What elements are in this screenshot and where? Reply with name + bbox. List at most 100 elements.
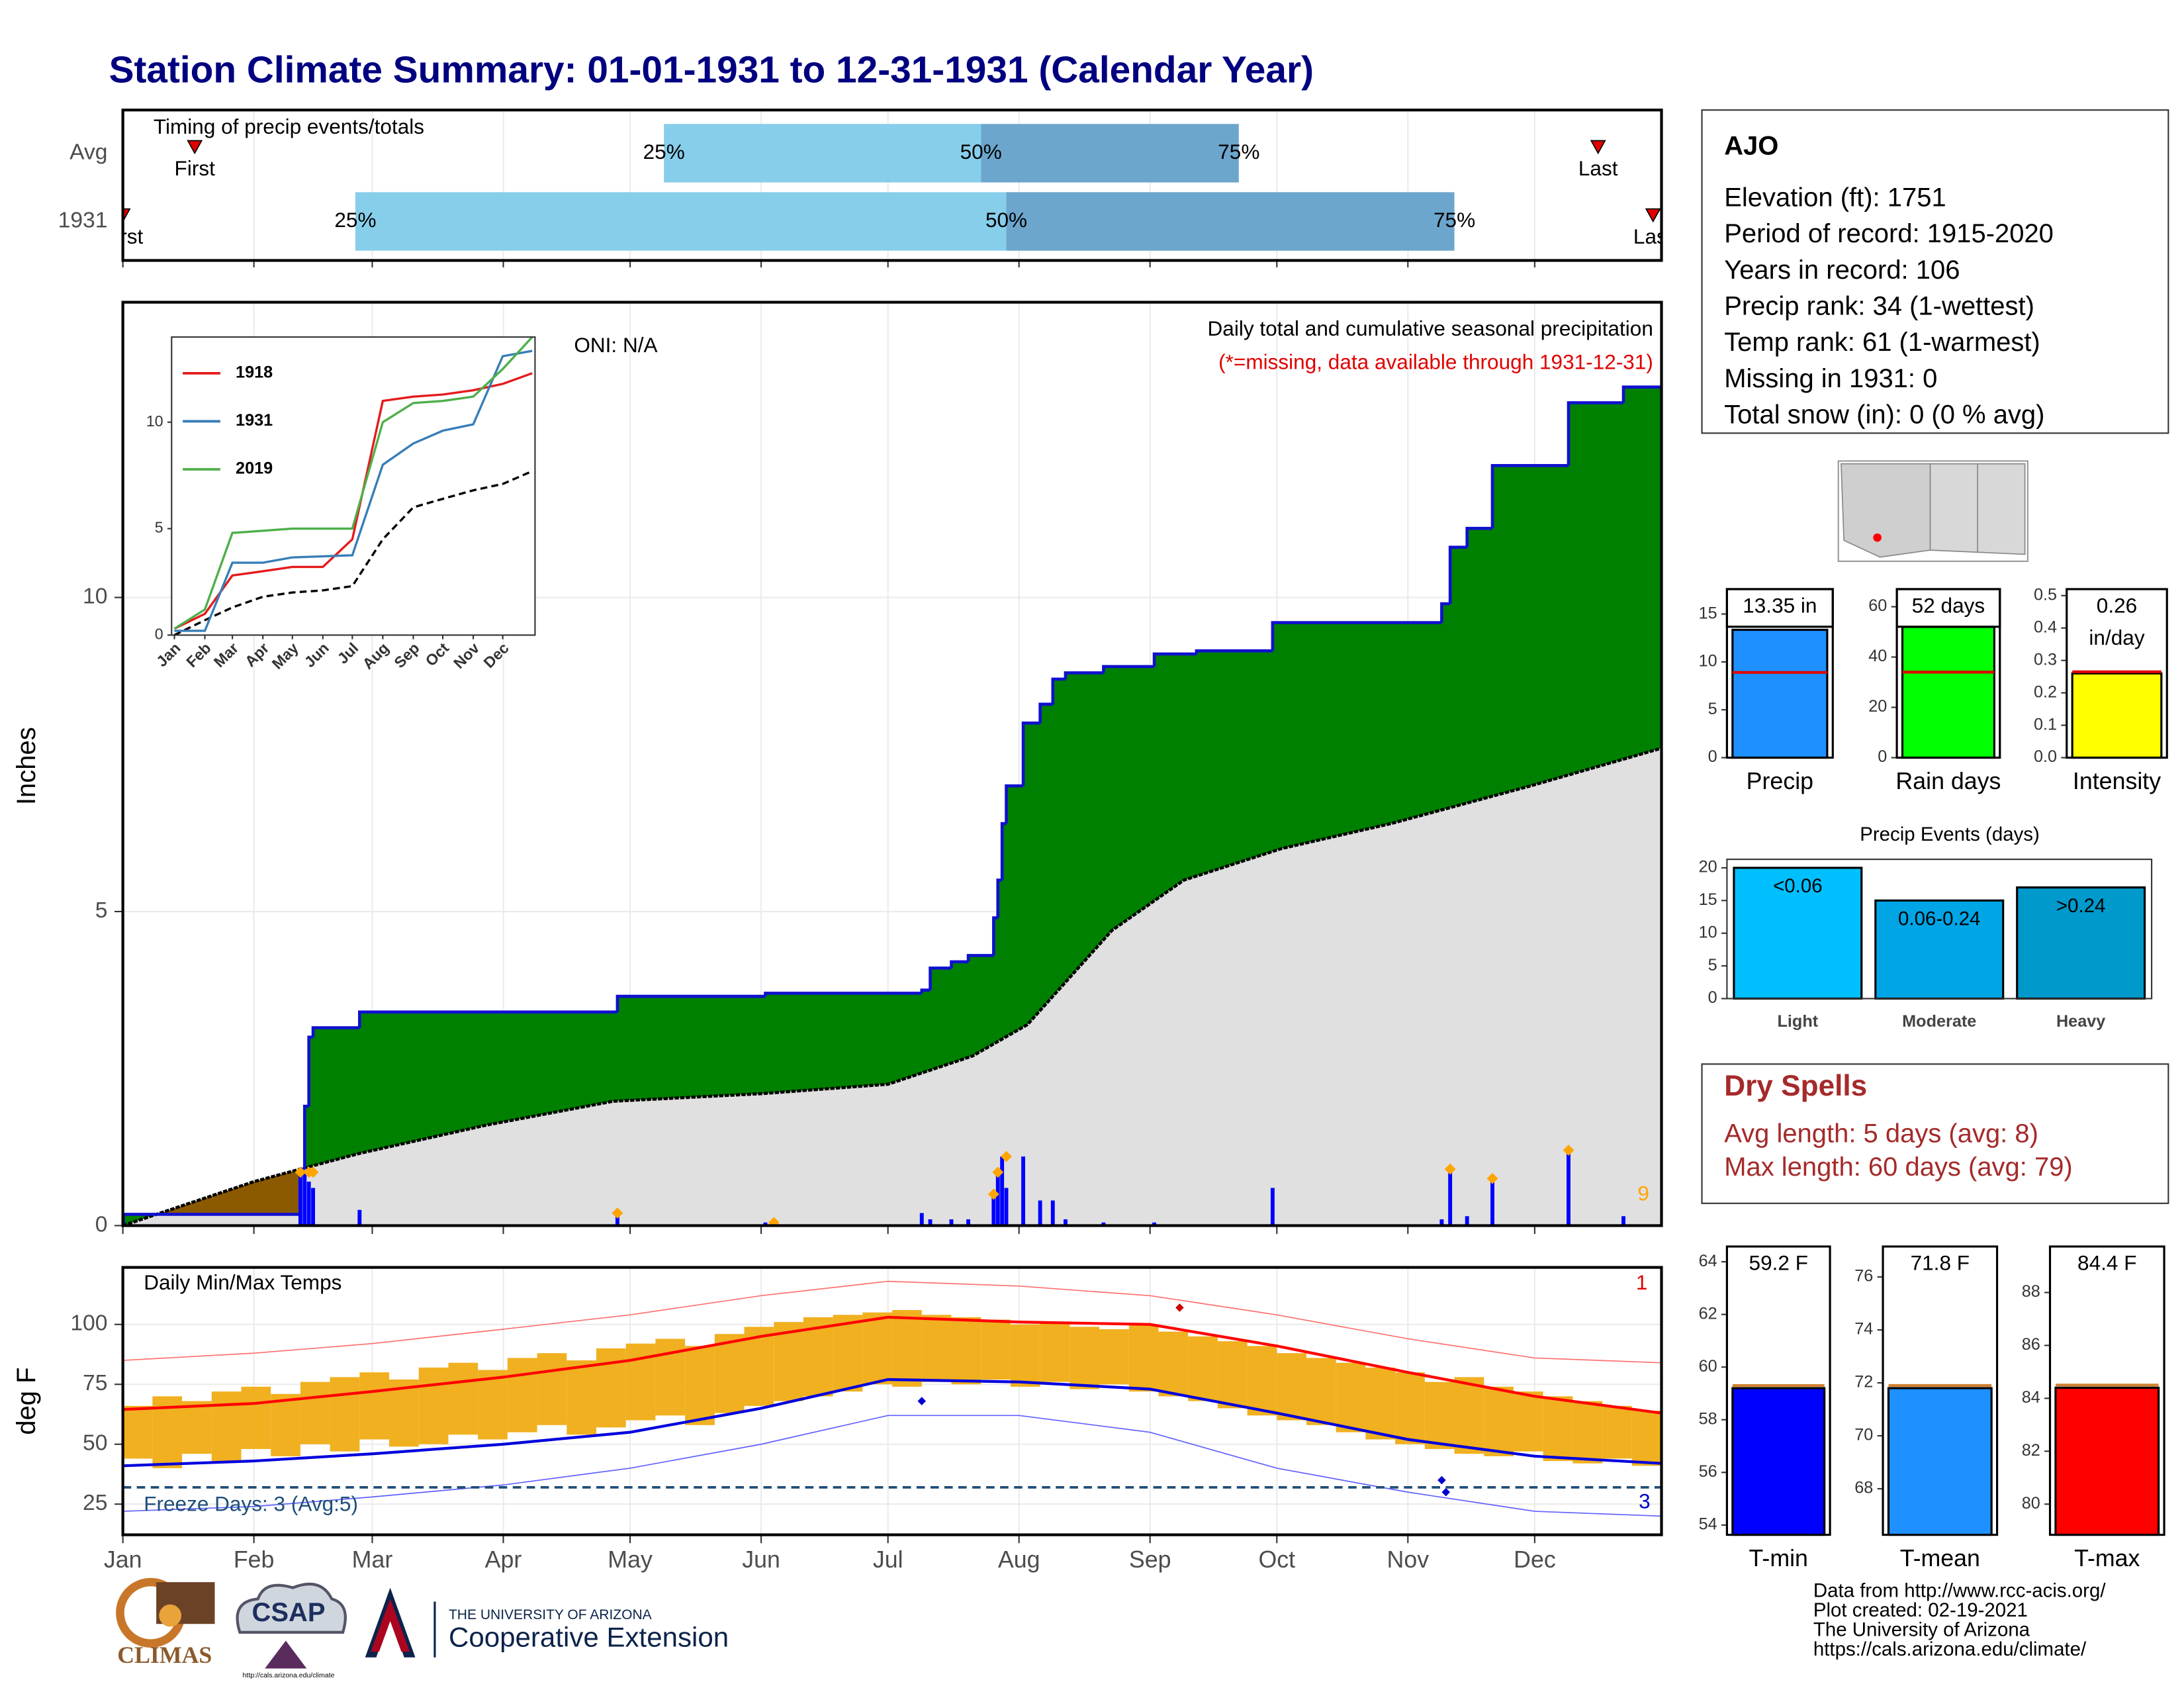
record-marker — [1441, 1487, 1451, 1497]
top-event-marker — [1563, 1145, 1574, 1156]
inset-background — [171, 337, 535, 635]
temp-range-bar — [892, 1310, 922, 1387]
daily-precip-bar — [949, 1219, 954, 1226]
inset-y-tick-label: 5 — [155, 519, 163, 536]
y-tick-label: 0.5 — [2034, 585, 2057, 604]
cumulative-step — [996, 878, 1003, 918]
temp-title: Daily Min/Max Temps — [144, 1270, 341, 1294]
y-tick-label: 56 — [1699, 1462, 1717, 1481]
x-tick-label: Dec — [1514, 1546, 1556, 1573]
x-tick-label: Aug — [998, 1546, 1040, 1573]
temp-range-bar — [1010, 1324, 1040, 1387]
y-tick-label: 10 — [1699, 652, 1717, 671]
temp-range-bar — [714, 1334, 745, 1413]
event-marker — [1645, 208, 1661, 223]
inset-frame — [171, 336, 536, 636]
oni-label: ONI: N/A — [574, 333, 657, 357]
cumulative-step — [1102, 665, 1155, 673]
timing-label: Timing of precip events/totals — [154, 115, 424, 138]
record-marker — [1437, 1476, 1446, 1485]
cumulative-step — [1448, 545, 1467, 604]
temp-range-bar — [625, 1343, 656, 1421]
daily-precip-bar — [1000, 1156, 1005, 1226]
daily-precip-bar — [1004, 1188, 1009, 1226]
x-tick-label: May — [608, 1546, 653, 1573]
cumulative-step — [1021, 722, 1040, 786]
cumulative-step — [1064, 671, 1104, 679]
y-tick-label: 74 — [1854, 1320, 1873, 1338]
events-frame — [1726, 859, 2153, 1000]
info-line: Precip rank: 34 (1-wettest) — [1724, 292, 2034, 321]
temp-range-bar — [241, 1386, 271, 1449]
credit-line: Data from http://www.rcc-acis.org/ — [1813, 1580, 2106, 1602]
temp-range-bar — [359, 1372, 390, 1440]
cumulative-step — [950, 960, 969, 968]
y-tick-label: 68 — [1854, 1479, 1873, 1497]
temp-range-bar — [448, 1362, 478, 1435]
daily-precip-bar — [1064, 1219, 1068, 1226]
temp-range-bar — [1128, 1324, 1159, 1392]
temp-range-bar — [567, 1360, 596, 1435]
y-tick-label: 15 — [1699, 604, 1717, 622]
timing-frame — [121, 109, 1663, 262]
daily-precip-bar — [1621, 1216, 1625, 1226]
cumulative-step — [1621, 385, 1662, 403]
inset-x-tick-label: Jul — [334, 639, 362, 667]
temp-range-bar — [1217, 1341, 1248, 1409]
top-event-marker — [1001, 1150, 1012, 1162]
events-title: Precip Events (days) — [1860, 823, 2040, 845]
dry-spells-line: Max length: 60 days (avg: 79) — [1724, 1152, 2073, 1182]
dry-spells-title: Dry Spells — [1724, 1070, 1867, 1102]
quartile-label: 25% — [334, 208, 376, 232]
temp-range-bar — [1247, 1346, 1277, 1416]
csap-url: http://cals.arizona.edu/climate — [243, 1671, 335, 1679]
quartile-label: 75% — [1218, 140, 1259, 164]
panel-name: T-mean — [1900, 1545, 1980, 1571]
temp-range-bar — [1572, 1401, 1603, 1464]
y-tick-label: 0.4 — [2034, 618, 2057, 636]
value-label: 52 days — [1912, 594, 1985, 618]
cumulative-step — [920, 988, 931, 994]
inset-series-line — [173, 372, 533, 630]
temp-range-bar — [122, 1405, 153, 1459]
value-label: 0.26 — [2097, 594, 2137, 618]
inset-series-line — [174, 350, 533, 632]
daily-precip-bar — [928, 1219, 933, 1226]
info-line: Elevation (ft): 1751 — [1724, 183, 1946, 212]
freeze-label: Freeze Days: 3 (Avg:5) — [144, 1492, 358, 1516]
temp-range-bar — [833, 1315, 863, 1392]
y-tick-label: 62 — [1699, 1304, 1717, 1323]
y-tick-label: 54 — [1699, 1515, 1717, 1534]
unit-label: in/day — [2089, 626, 2144, 649]
temp-range-bar — [1631, 1411, 1662, 1466]
value-label: 59.2 F — [1749, 1251, 1808, 1275]
daily-precip-bar — [1021, 1156, 1026, 1226]
quartile-label: 25% — [643, 140, 685, 164]
y-tick-label: 64 — [1699, 1252, 1717, 1270]
y-tick-label: 5 — [95, 898, 108, 923]
temp-range-bar — [862, 1312, 893, 1385]
credit-line: The University of Arizona — [1813, 1619, 2030, 1641]
cumulative-step — [1271, 621, 1442, 651]
temp-range-bar — [921, 1315, 952, 1382]
temp-range-bar — [1543, 1396, 1573, 1462]
row-label: 1931 — [58, 208, 108, 232]
inset-x-tick-label: Sep — [390, 639, 422, 671]
x-tick-label: Jul — [873, 1546, 903, 1573]
inset-x-tick-label: Feb — [183, 639, 214, 671]
temp-range-bar — [330, 1377, 360, 1452]
y-tick-label: 0.2 — [2034, 682, 2057, 701]
temp-range-bar — [1306, 1358, 1336, 1425]
daily-precip-bar — [298, 1175, 302, 1226]
quartile-bar — [355, 192, 1007, 251]
event-label: First — [103, 224, 144, 248]
x-tick-label: Mar — [352, 1546, 393, 1573]
y-tick-label: 70 — [1854, 1426, 1873, 1444]
cumulative-step — [1490, 463, 1569, 529]
cumulative-step — [1051, 677, 1066, 704]
climas-logo: CLIMAS — [116, 1577, 215, 1668]
dry-spells-line: Avg length: 5 days (avg: 8) — [1724, 1119, 2038, 1148]
cumulative-step — [929, 966, 952, 990]
event-marker — [187, 140, 203, 155]
cumulative-step — [1152, 652, 1197, 667]
